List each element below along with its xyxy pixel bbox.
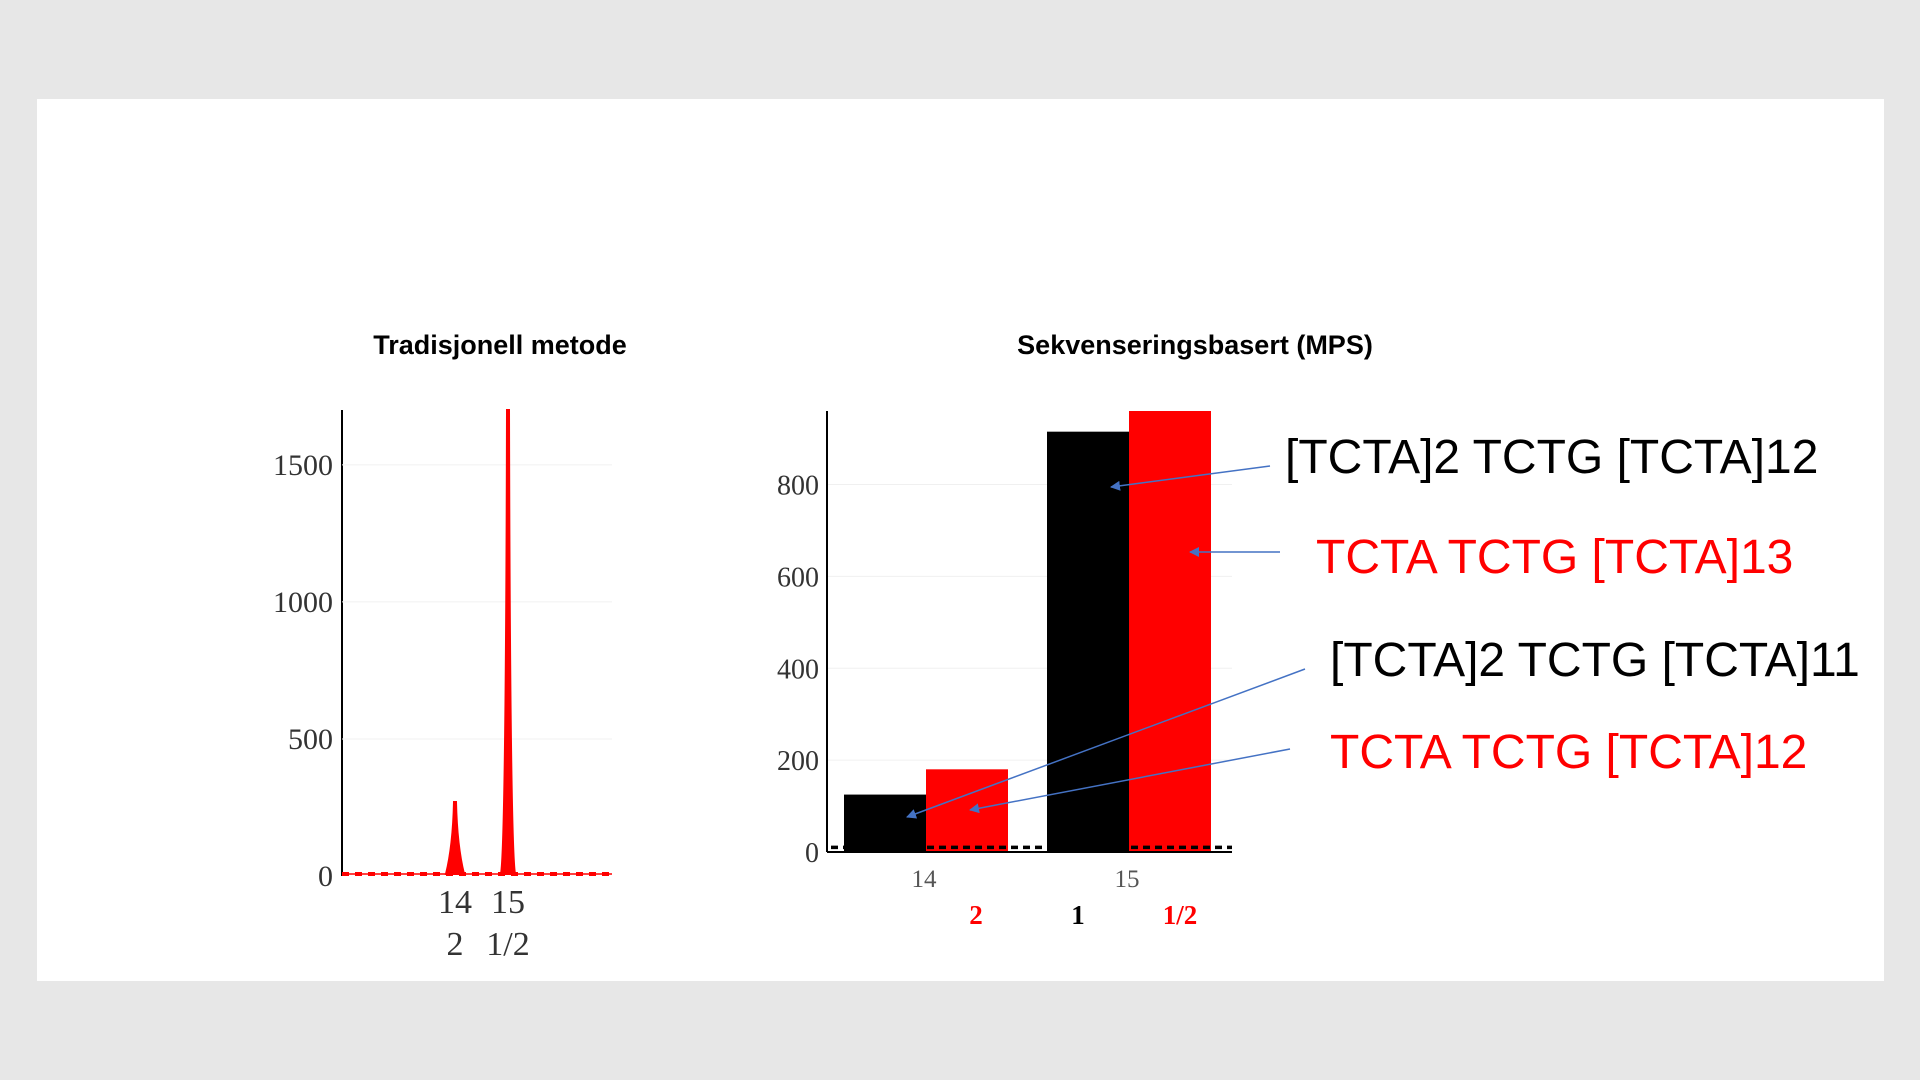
annotation-label-3: [TCTA]2 TCTG [TCTA]11 xyxy=(1330,634,1860,687)
y-tick-label: 1500 xyxy=(273,449,333,482)
arrow-3 xyxy=(906,668,1306,819)
y-tick-label: 500 xyxy=(288,723,333,756)
y-tick-label: 600 xyxy=(777,562,819,593)
y-tick-label: 0 xyxy=(318,860,333,893)
x-sub-label: 2 xyxy=(969,900,983,930)
peak-15.1/2 xyxy=(499,409,517,875)
traditional-chart: 0 500 1000 1500 14 15 2 1/2 xyxy=(273,409,612,963)
bar-14-0 xyxy=(844,794,926,852)
x-sub-label: 1/2 xyxy=(1163,900,1198,930)
y-tick-label: 1000 xyxy=(273,586,333,619)
bar-14-1 xyxy=(926,769,1008,852)
annotation-label-2: TCTA TCTG [TCTA]13 xyxy=(1316,531,1794,584)
y-tick-label: 0 xyxy=(805,838,819,869)
peak-14.2 xyxy=(444,800,466,875)
chart-title-mps: Sekvenseringsbasert (MPS) xyxy=(1017,330,1373,360)
y-tick-label: 400 xyxy=(777,654,819,685)
x-tick-label: 14 xyxy=(438,884,472,921)
annotation-label-4: TCTA TCTG [TCTA]12 xyxy=(1330,726,1808,779)
chart-title-traditional: Tradisjonell metode xyxy=(373,330,627,360)
bar-15-0 xyxy=(1047,431,1129,852)
annotation-label-1: [TCTA]2 TCTG [TCTA]12 xyxy=(1285,431,1819,484)
x-tick-label: 15 xyxy=(491,884,525,921)
y-tick-label: 800 xyxy=(777,471,819,502)
x-sub-label: 1/2 xyxy=(486,926,529,963)
x-sub-label: 2 xyxy=(447,926,464,963)
x-tick-label: 15 xyxy=(1115,866,1140,893)
x-sub-label: 1 xyxy=(1071,900,1085,930)
arrow-1 xyxy=(1110,465,1271,491)
mps-chart: 0 200 400 600 800 14 15 2 1 1/2 xyxy=(777,411,1232,930)
annotation-arrows xyxy=(906,465,1306,819)
x-tick-label: 14 xyxy=(912,866,938,893)
y-tick-label: 200 xyxy=(777,746,819,777)
arrow-4 xyxy=(969,748,1291,814)
bar-15-1 xyxy=(1129,411,1211,852)
